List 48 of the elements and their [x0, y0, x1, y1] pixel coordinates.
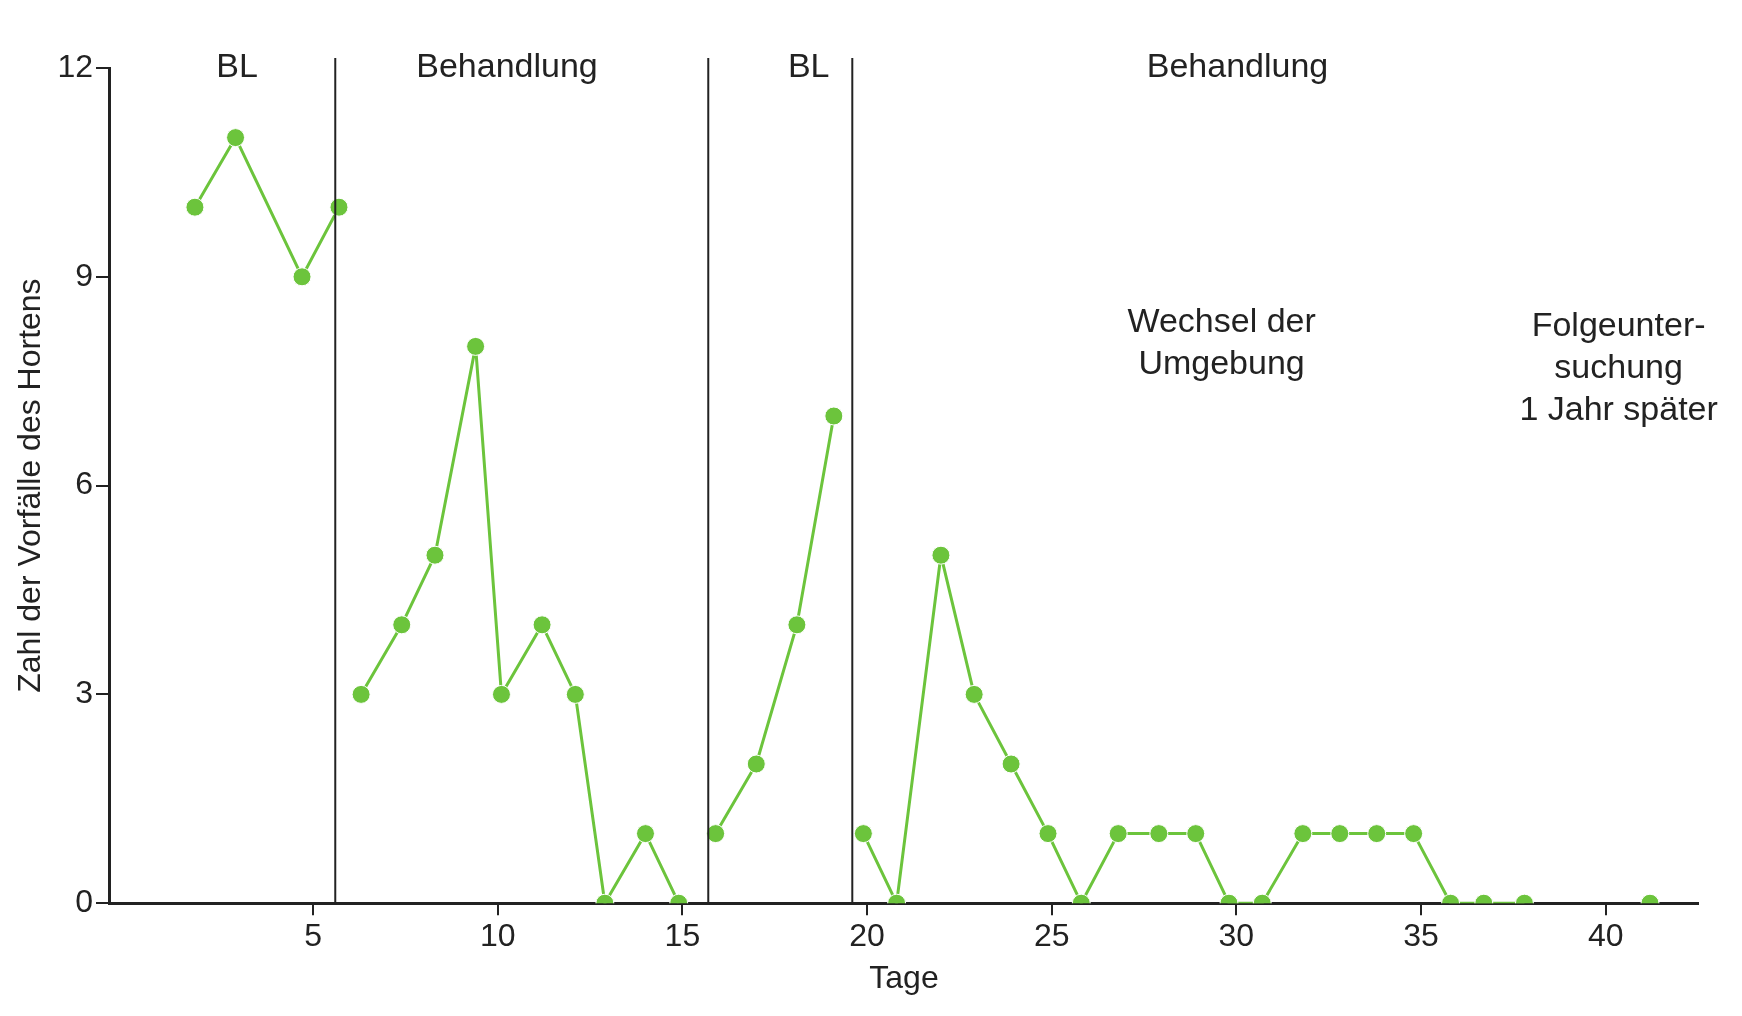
- point: [1186, 824, 1206, 844]
- y-tick-label: 0: [75, 883, 93, 920]
- x-tick-label: 25: [1033, 917, 1070, 954]
- point: [351, 684, 371, 704]
- point: [491, 684, 511, 704]
- point: [292, 267, 312, 287]
- point: [392, 615, 412, 635]
- x-axis-title: Tage: [869, 958, 939, 995]
- point: [706, 824, 726, 844]
- point: [1404, 824, 1424, 844]
- point: [565, 684, 585, 704]
- y-tick-label: 12: [57, 47, 93, 84]
- x-tick-label: 35: [1403, 917, 1439, 954]
- point: [1367, 824, 1387, 844]
- x-tick-label: 10: [479, 917, 516, 954]
- point: [635, 824, 655, 844]
- x-tick-label: 30: [1218, 917, 1255, 954]
- y-axis-title: Zahl der Vorfälle des Hortens: [11, 278, 48, 693]
- point: [1149, 824, 1169, 844]
- y-tick-label: 6: [75, 465, 93, 502]
- annotation: Behandlung: [416, 46, 598, 85]
- point: [1108, 824, 1128, 844]
- annotation: Wechsel der Umgebung: [1127, 300, 1316, 381]
- point: [824, 406, 844, 426]
- point: [787, 615, 807, 635]
- point: [532, 615, 552, 635]
- annotation: Behandlung: [1146, 46, 1329, 85]
- y-tick-label: 3: [75, 674, 93, 711]
- x-tick-label: 40: [1587, 917, 1624, 954]
- y-tick-label: 9: [75, 256, 93, 293]
- x-tick-label: 5: [304, 917, 323, 954]
- point: [425, 545, 445, 565]
- point: [931, 545, 951, 565]
- annotation: BL: [787, 46, 830, 85]
- point: [964, 684, 984, 704]
- point: [746, 754, 766, 774]
- point: [853, 824, 873, 844]
- annotation: BL: [216, 46, 258, 85]
- point: [1038, 824, 1058, 844]
- point: [185, 197, 205, 217]
- annotation: Folgeunter- suchung 1 Jahr später: [1519, 305, 1718, 428]
- x-tick-label: 20: [849, 917, 885, 954]
- point: [466, 336, 486, 356]
- point: [1293, 824, 1313, 844]
- x-tick-label: 15: [664, 917, 701, 954]
- point: [1001, 754, 1021, 774]
- point: [226, 128, 246, 148]
- point: [1330, 824, 1350, 844]
